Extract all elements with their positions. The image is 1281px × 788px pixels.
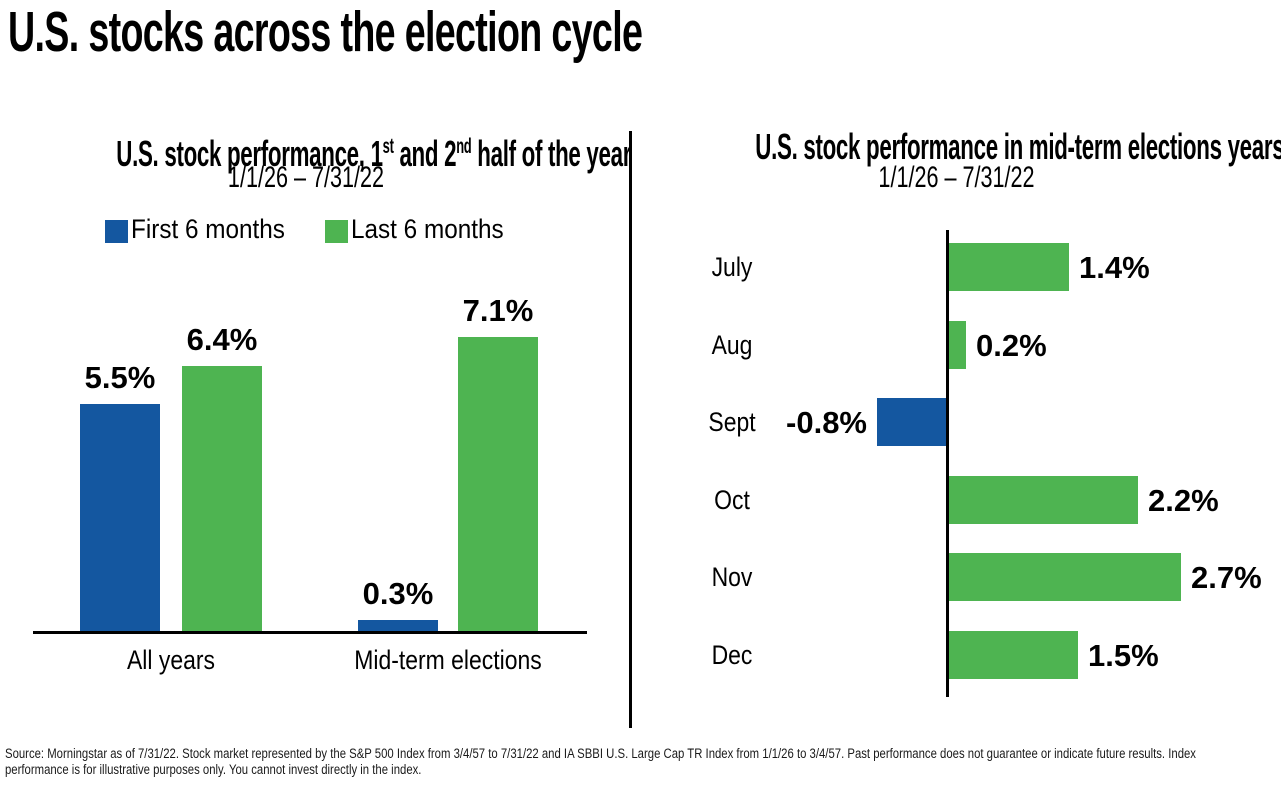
left-chart-title: U.S. stock performance, 1st and 2nd half… — [116, 129, 631, 174]
left-chart-title-text: half of the year — [471, 133, 632, 174]
source-disclaimer-line-2: performance is for illustrative purposes… — [5, 762, 422, 777]
category-label-all-years: All years — [126, 645, 216, 675]
month-label-dec: Dec — [711, 640, 753, 670]
page-title: U.S. stocks across the election cycle — [8, 0, 643, 64]
bar-nov — [949, 553, 1181, 601]
value-label-aug: 0.2% — [976, 328, 1047, 363]
value-label-nov: 2.7% — [1191, 560, 1262, 595]
bar-aug — [949, 321, 966, 369]
right-chart-title: U.S. stock performance in mid-term elect… — [755, 126, 1281, 167]
month-label-sept: Sept — [708, 407, 756, 437]
bar-oct — [949, 476, 1138, 524]
bar-all-years-last-6-months — [182, 366, 262, 633]
month-label-oct: Oct — [714, 485, 750, 515]
category-label-mid-term-elections: Mid-term elections — [354, 645, 542, 675]
right-chart-zero-axis — [946, 230, 949, 697]
panel-divider — [629, 131, 632, 728]
left-chart-title-text: U.S. stock performance, 1 — [116, 133, 383, 174]
value-label-dec: 1.5% — [1088, 638, 1159, 673]
value-label-july: 1.4% — [1079, 250, 1150, 285]
left-chart-title-text: and 2 — [393, 133, 457, 174]
left-chart-title-superscript-st: st — [382, 135, 394, 158]
legend-swatch-last-6-months — [325, 220, 348, 243]
left-chart-subtitle: 1/1/26 – 7/31/22 — [227, 161, 385, 194]
bar-sept — [877, 398, 946, 446]
value-label-all-years-last-6-months: 6.4% — [186, 322, 258, 357]
bar-dec — [949, 631, 1078, 679]
right-chart-subtitle: 1/1/26 – 7/31/22 — [878, 161, 1035, 194]
legend-label-first-6-months: First 6 months — [131, 214, 285, 244]
bar-mid-term-elections-last-6-months — [458, 337, 538, 633]
value-label-mid-term-elections-first-6-months: 0.3% — [362, 576, 434, 611]
value-label-sept: -0.8% — [786, 405, 867, 440]
bar-july — [949, 243, 1069, 291]
bar-mid-term-elections-first-6-months — [358, 620, 438, 633]
month-label-july: July — [711, 252, 753, 282]
legend-swatch-first-6-months — [105, 220, 128, 243]
month-label-nov: Nov — [711, 562, 753, 592]
legend-label-last-6-months: Last 6 months — [351, 214, 504, 244]
value-label-oct: 2.2% — [1148, 483, 1219, 518]
left-chart-baseline-axis — [33, 631, 587, 634]
source-disclaimer-line-1: Source: Morningstar as of 7/31/22. Stock… — [5, 746, 1196, 761]
left-chart-title-superscript-nd: nd — [456, 135, 472, 158]
value-label-mid-term-elections-last-6-months: 7.1% — [462, 293, 534, 328]
value-label-all-years-first-6-months: 5.5% — [84, 360, 156, 395]
bar-all-years-first-6-months — [80, 404, 160, 633]
month-label-aug: Aug — [711, 330, 753, 360]
